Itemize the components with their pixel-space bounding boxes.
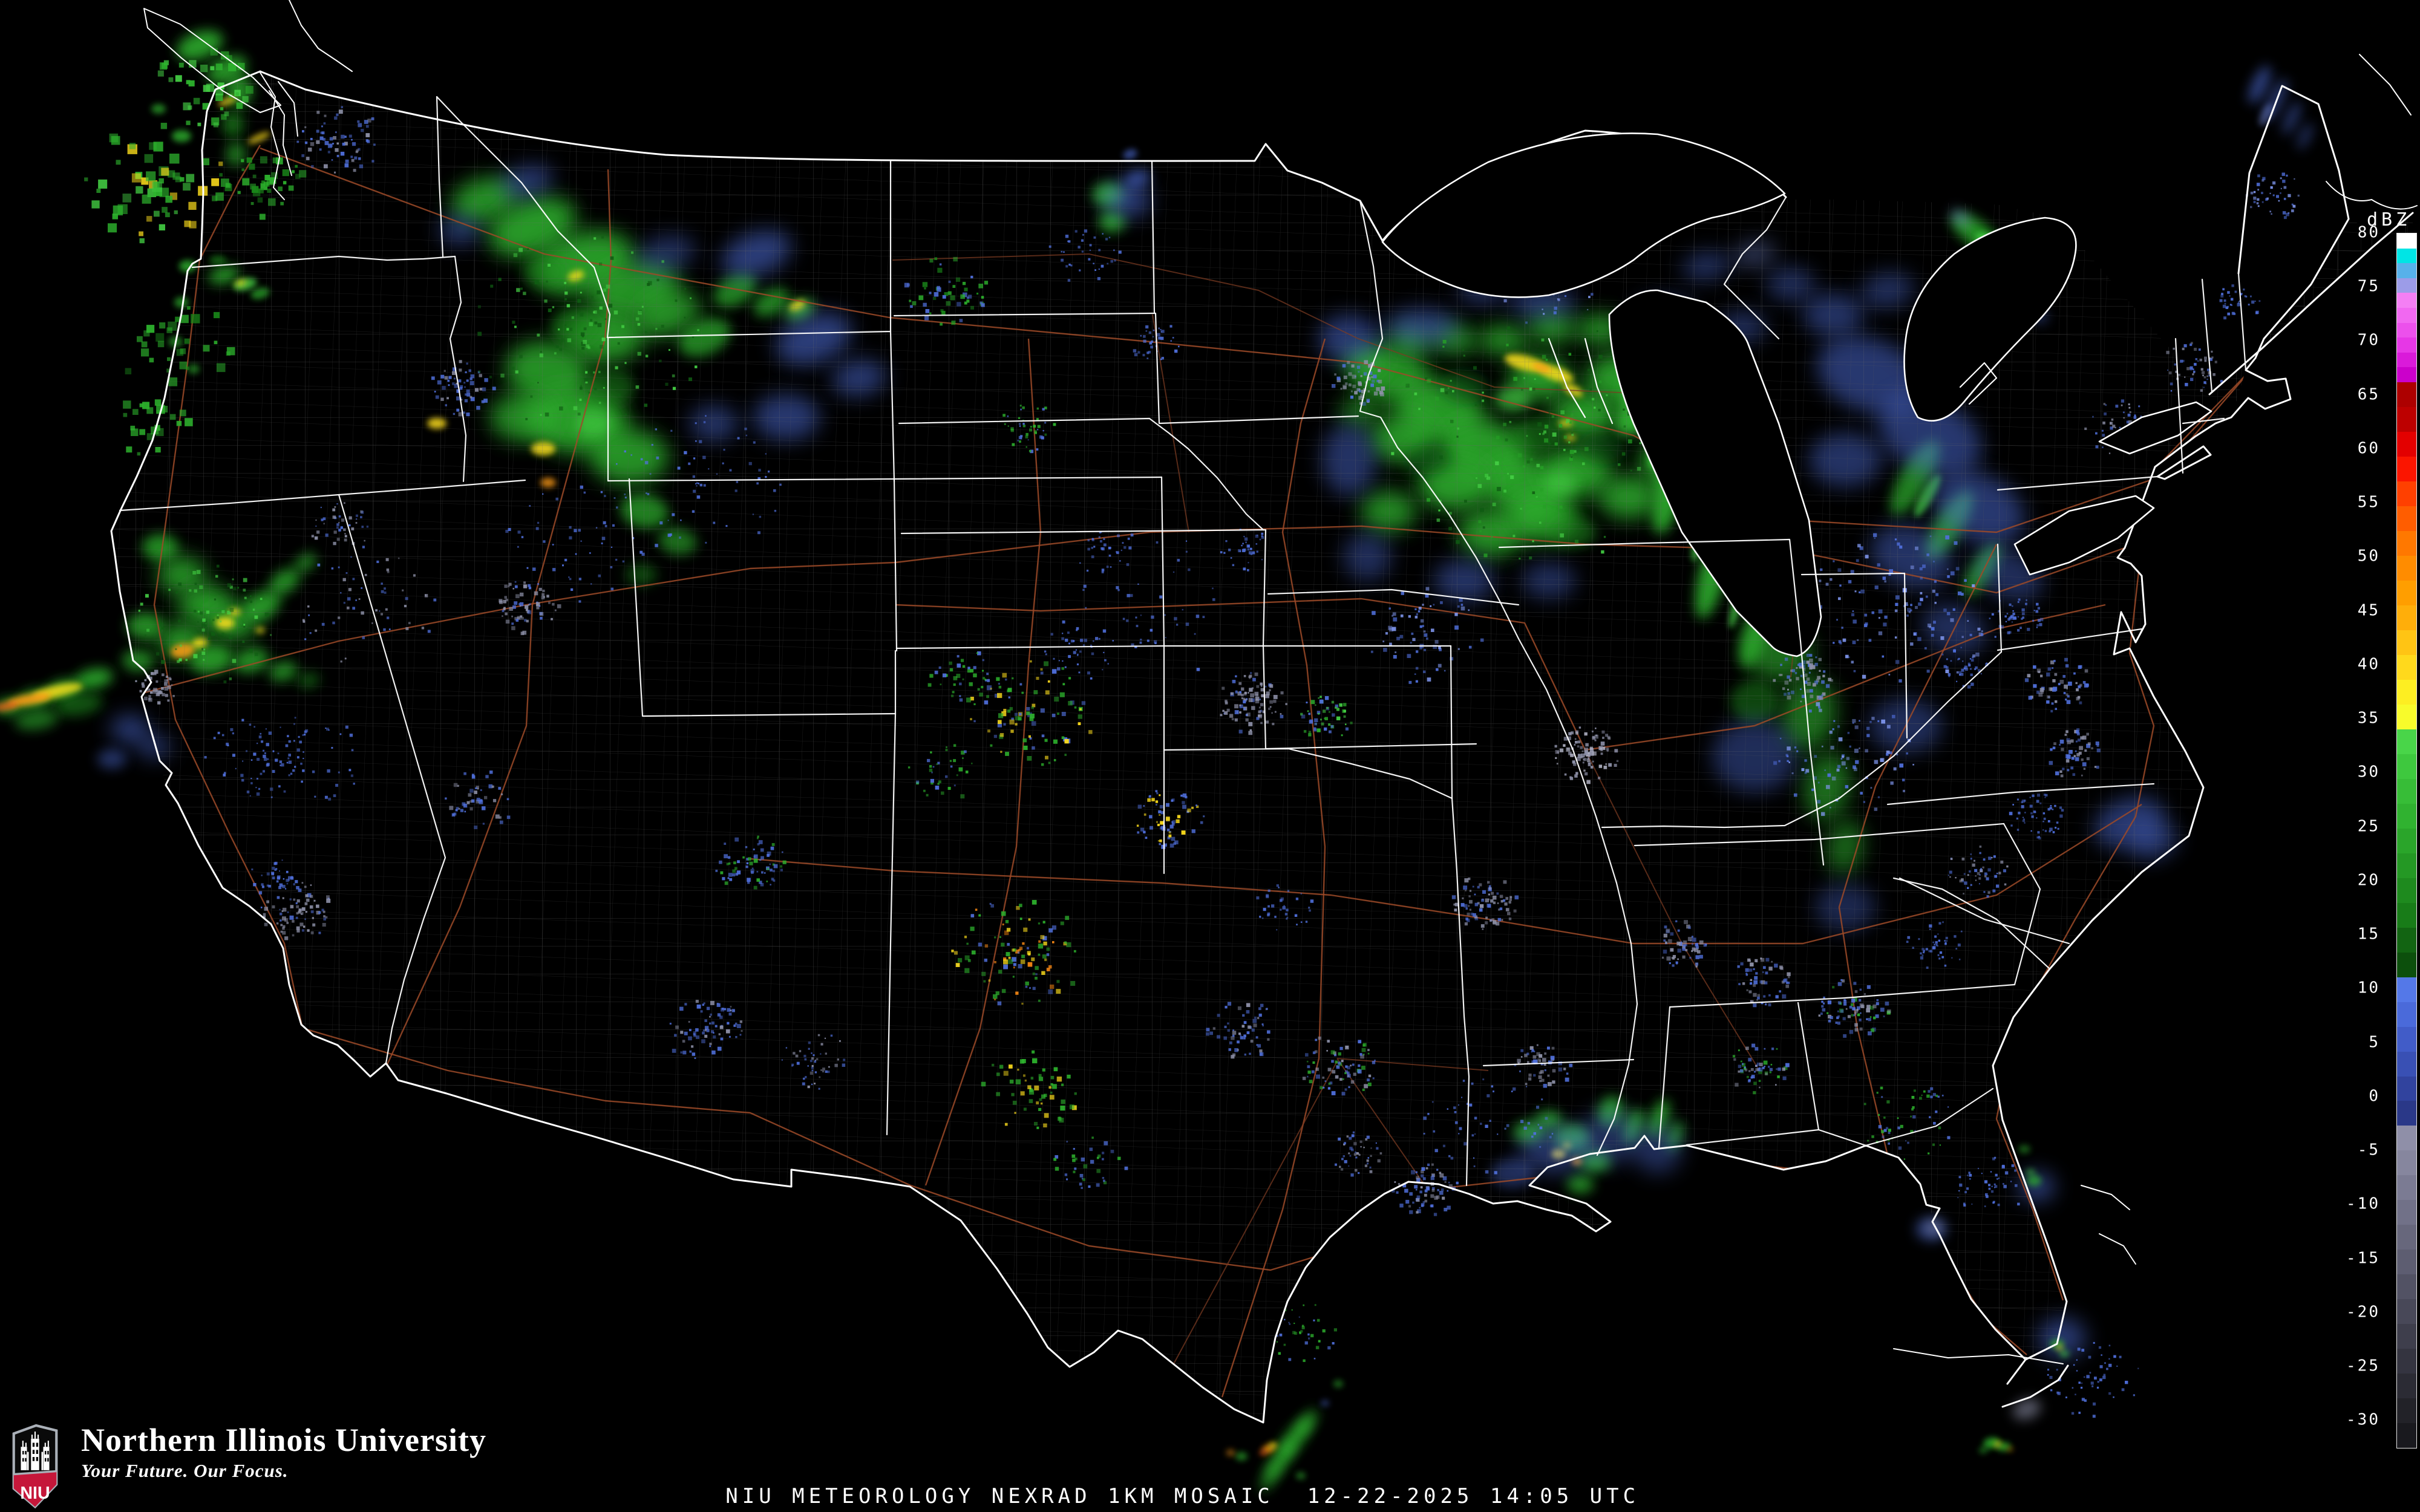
colorbar-segment	[2397, 1126, 2416, 1151]
colorbar-segment	[2397, 1026, 2416, 1052]
colorbar-tick: -10	[2346, 1194, 2380, 1213]
colorbar-segment	[2397, 754, 2416, 779]
colorbar-tick: 50	[2357, 547, 2380, 565]
colorbar-segment	[2397, 1274, 2416, 1300]
colorbar-segment	[2397, 506, 2416, 531]
colorbar-segment	[2397, 605, 2416, 630]
niu-shield-icon: NIU	[12, 1424, 58, 1509]
colorbar-segment	[2397, 1076, 2416, 1101]
colorbar-tick: 25	[2357, 817, 2380, 836]
colorbar-segment	[2397, 1398, 2416, 1424]
colorbar-segment	[2397, 1299, 2416, 1325]
colorbar-segment	[2397, 630, 2416, 655]
colorbar-tick: 10	[2357, 979, 2380, 997]
colorbar-tick: 15	[2357, 925, 2380, 943]
colorbar-segment	[2397, 406, 2416, 432]
colorbar-tick: 60	[2357, 439, 2380, 458]
colorbar-segment	[2397, 1349, 2416, 1374]
colorbar-segment	[2397, 654, 2416, 680]
niu-monogram: NIU	[20, 1484, 50, 1503]
map-caption: NIU METEOROLOGY NEXRAD 1KM MOSAIC 12-22-…	[725, 1484, 1640, 1508]
state-borders-layer	[110, 0, 2418, 1424]
colorbar-title: dBZ	[2367, 209, 2411, 230]
colorbar-segment	[2397, 233, 2416, 249]
highways-layer	[145, 145, 2252, 1398]
castle-windows	[22, 1442, 49, 1462]
colorbar-tick: -20	[2346, 1303, 2380, 1321]
colorbar-segment	[2397, 263, 2416, 278]
colorbar-segment	[2397, 952, 2416, 977]
colorbar-segment	[2397, 431, 2416, 457]
colorbar-segment	[2397, 322, 2416, 338]
colorbar-segment	[2397, 1101, 2416, 1126]
colorbar-segment	[2397, 927, 2416, 953]
colorbar-segment	[2397, 530, 2416, 556]
colorbar-segment	[2397, 778, 2416, 804]
colorbar-segment	[2397, 1374, 2416, 1399]
colorbar-tick: 30	[2357, 763, 2380, 781]
colorbar-segment	[2397, 1051, 2416, 1077]
colorbar-segment	[2397, 382, 2416, 407]
colorbar-tick: 55	[2357, 493, 2380, 512]
colorbar-tick: 20	[2357, 871, 2380, 890]
colorbar-tick: 40	[2357, 655, 2380, 674]
colorbar-segment	[2397, 1002, 2416, 1027]
colorbar-tick: 5	[2369, 1033, 2380, 1052]
colorbar-segment	[2397, 307, 2416, 323]
colorbar-segment	[2397, 704, 2416, 729]
colorbar-tick: -30	[2346, 1410, 2380, 1429]
colorbar-segment	[2397, 977, 2416, 1002]
colorbar-segment	[2397, 1175, 2416, 1201]
colorbar-segment	[2397, 555, 2416, 581]
colorbar-segment	[2397, 853, 2416, 878]
colorbar-segment	[2397, 367, 2416, 382]
colorbar-tick: 0	[2369, 1087, 2380, 1106]
colorbar-tick: 45	[2357, 601, 2380, 620]
colorbar-segment	[2397, 1423, 2416, 1448]
colorbar-tick: -15	[2346, 1249, 2380, 1268]
colorbar-tick: 80	[2357, 223, 2380, 242]
colorbar-segment	[2397, 803, 2416, 829]
colorbar-segment	[2397, 278, 2416, 293]
colorbar-segment	[2397, 481, 2416, 506]
colorbar-tick: 70	[2357, 331, 2380, 350]
colorbar-segment	[2397, 1225, 2416, 1250]
colorbar-segment	[2397, 1200, 2416, 1225]
colorbar-tick: 65	[2357, 385, 2380, 404]
colorbar-segment	[2397, 580, 2416, 605]
colorbar-segment	[2397, 1150, 2416, 1176]
logo-institution: Northern Illinois University	[81, 1422, 486, 1458]
colorbar-tick: -25	[2346, 1357, 2380, 1375]
colorbar-segment	[2397, 248, 2416, 264]
colorbar-segment	[2397, 352, 2416, 368]
colorbar-segment	[2397, 878, 2416, 903]
colorbar-segment	[2397, 679, 2416, 705]
colorbar-segment	[2397, 1250, 2416, 1275]
colorbar-segment	[2397, 828, 2416, 853]
colorbar-ticks: 80 75 70 65 60 55 50 45 40 35 30 25 20 15 10 5 0 -5 -10 -15…	[2317, 223, 2390, 1447]
logo-tagline: Your Future. Our Focus.	[81, 1460, 289, 1481]
colorbar-segment	[2397, 1324, 2416, 1349]
colorbar-tick: -5	[2357, 1141, 2380, 1159]
colorbar-segment	[2397, 456, 2416, 481]
colorbar-tick: 75	[2357, 277, 2380, 296]
colorbar-segment	[2397, 902, 2416, 928]
colorbar-tick: 35	[2357, 709, 2380, 728]
reflectivity-colorbar	[2396, 233, 2417, 1448]
colorbar-segment	[2397, 729, 2416, 754]
radar-speckle-layer	[84, 48, 2300, 1418]
colorbar-segment	[2397, 293, 2416, 308]
colorbar-segment	[2397, 337, 2416, 353]
niu-logo: NIU Northern Illinois University Your Fu…	[10, 1422, 486, 1511]
